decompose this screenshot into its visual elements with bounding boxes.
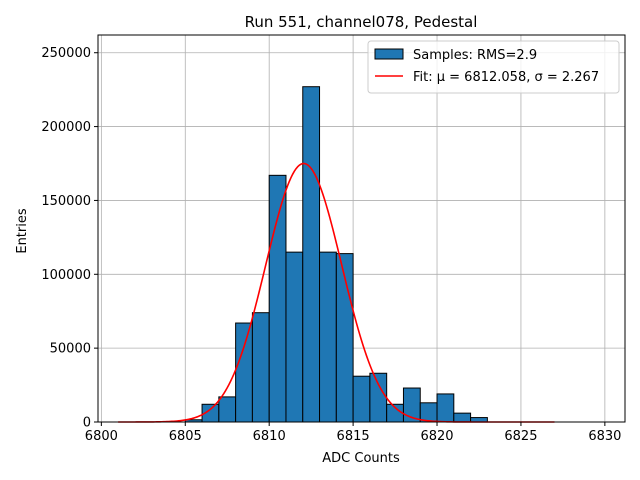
y-tick-label: 150000 xyxy=(41,194,91,209)
histogram-bar xyxy=(251,312,270,423)
histogram-bar xyxy=(319,251,337,423)
x-tick-label: 6830 xyxy=(588,429,621,444)
x-tick-label: 6800 xyxy=(85,429,118,444)
legend-fit-label: Fit: μ = 6812.058, σ = 2.267 xyxy=(413,70,599,85)
histogram-bar xyxy=(302,86,321,423)
histogram-bars xyxy=(184,86,488,423)
y-tick-label: 50000 xyxy=(50,342,91,357)
y-axis-ticks: 0 50000 100000 150000 200000 250000 xyxy=(41,46,98,431)
x-tick-label: 6805 xyxy=(169,429,202,444)
x-tick-label: 6810 xyxy=(253,429,286,444)
histogram-bar xyxy=(369,372,388,423)
histogram-bar xyxy=(419,402,438,423)
y-tick-label: 200000 xyxy=(41,120,91,135)
y-axis-label: Entries xyxy=(15,208,30,254)
chart-title: Run 551, channel078, Pedestal xyxy=(245,13,478,31)
legend-histogram-swatch xyxy=(374,48,404,60)
histogram-bar xyxy=(218,396,237,423)
histogram-bar xyxy=(285,251,304,423)
x-axis-ticks: 6800 6805 6810 6815 6820 6825 6830 xyxy=(85,422,621,444)
histogram-bar xyxy=(235,322,253,423)
plot-frame xyxy=(97,34,626,423)
x-tick-label: 6820 xyxy=(420,429,453,444)
histogram-bar xyxy=(352,375,371,423)
legend: Samples: RMS=2.9 Fit: μ = 6812.058, σ = … xyxy=(367,40,620,94)
histogram-bar xyxy=(436,393,455,423)
y-tick-label: 100000 xyxy=(41,268,91,283)
legend-histogram-label: Samples: RMS=2.9 xyxy=(413,48,537,63)
y-tick-label: 0 xyxy=(83,416,91,431)
histogram-bar xyxy=(268,174,287,423)
y-tick-label: 250000 xyxy=(41,46,91,61)
x-tick-label: 6825 xyxy=(504,429,537,444)
x-axis-label: ADC Counts xyxy=(322,451,400,466)
histogram-bar xyxy=(453,412,472,423)
legend-box xyxy=(367,40,620,94)
x-tick-label: 6815 xyxy=(337,429,370,444)
